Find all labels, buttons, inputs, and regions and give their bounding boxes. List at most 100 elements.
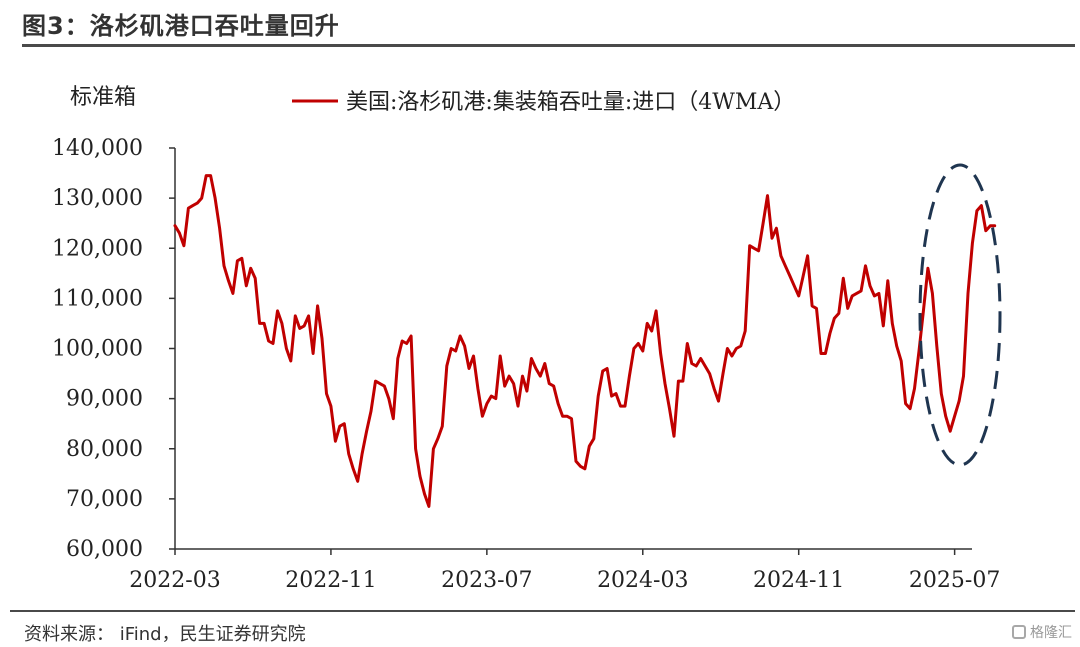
data-point xyxy=(851,295,853,297)
data-point xyxy=(811,305,813,307)
data-point xyxy=(245,285,247,287)
page-title: 图3：洛杉矶港口吞吐量回升 xyxy=(22,12,340,40)
data-point xyxy=(232,292,234,294)
data-point xyxy=(406,342,408,344)
data-point xyxy=(526,390,528,392)
y-tick-label: 140,000 xyxy=(52,136,143,161)
data-point xyxy=(575,460,577,462)
y-tick-label: 130,000 xyxy=(52,186,143,211)
logo-icon xyxy=(1012,625,1026,639)
data-point xyxy=(258,322,260,324)
data-point xyxy=(397,357,399,359)
data-point xyxy=(432,448,434,450)
data-point xyxy=(784,265,786,267)
data-point xyxy=(437,438,439,440)
data-point xyxy=(521,375,523,377)
data-point xyxy=(276,310,278,312)
data-point xyxy=(708,372,710,374)
data-point xyxy=(633,347,635,349)
data-point xyxy=(798,295,800,297)
data-point xyxy=(312,352,314,354)
data-point xyxy=(441,425,443,427)
data-point xyxy=(553,385,555,387)
data-point xyxy=(953,415,955,417)
data-point xyxy=(860,290,862,292)
data-point xyxy=(250,267,252,269)
y-axis-label: 标准箱 xyxy=(70,85,136,110)
data-point xyxy=(793,285,795,287)
data-point xyxy=(691,362,693,364)
data-point xyxy=(299,327,301,329)
data-point xyxy=(209,174,211,176)
watermark: 格隆汇 xyxy=(1012,622,1072,642)
data-point xyxy=(223,265,225,267)
data-point xyxy=(651,330,653,332)
data-point xyxy=(383,385,385,387)
x-tick-label: 2022-03 xyxy=(129,568,220,593)
data-point xyxy=(873,295,875,297)
data-point xyxy=(976,210,978,212)
data-point xyxy=(192,204,194,206)
data-point xyxy=(450,347,452,349)
data-point xyxy=(847,307,849,309)
data-point xyxy=(971,242,973,244)
data-point xyxy=(178,232,180,234)
data-point xyxy=(749,245,751,247)
data-point xyxy=(348,453,350,455)
data-point xyxy=(459,335,461,337)
data-point xyxy=(597,395,599,397)
data-point xyxy=(722,372,724,374)
data-point xyxy=(196,202,198,204)
data-point xyxy=(726,347,728,349)
y-tick-label: 110,000 xyxy=(52,286,143,311)
data-point xyxy=(374,380,376,382)
data-point xyxy=(704,365,706,367)
data-point xyxy=(994,225,996,227)
x-tick-label: 2024-03 xyxy=(597,568,688,593)
data-point xyxy=(290,360,292,362)
data-point xyxy=(949,430,951,432)
data-point xyxy=(922,310,924,312)
data-point xyxy=(303,325,305,327)
data-point xyxy=(744,330,746,332)
data-point xyxy=(713,387,715,389)
data-point xyxy=(401,340,403,342)
data-point xyxy=(463,345,465,347)
data-point xyxy=(913,387,915,389)
data-point xyxy=(428,505,430,507)
data-point xyxy=(980,204,982,206)
data-point xyxy=(512,382,514,384)
data-point xyxy=(664,382,666,384)
footer-divider xyxy=(10,610,1075,612)
data-point xyxy=(855,292,857,294)
data-point xyxy=(878,292,880,294)
data-point xyxy=(985,230,987,232)
data-point xyxy=(642,350,644,352)
data-point xyxy=(557,402,559,404)
data-point xyxy=(561,415,563,417)
x-tick-label: 2023-07 xyxy=(441,568,532,593)
data-point xyxy=(802,275,804,277)
data-point xyxy=(606,367,608,369)
data-point xyxy=(267,340,269,342)
data-point xyxy=(673,435,675,437)
source-note: 资料来源： iFind，民生证券研究院 xyxy=(24,624,306,645)
data-point xyxy=(904,402,906,404)
data-point xyxy=(833,317,835,319)
data-point xyxy=(936,345,938,347)
data-point xyxy=(517,405,519,407)
data-point xyxy=(539,375,541,377)
data-point xyxy=(365,430,367,432)
data-point xyxy=(579,465,581,467)
data-point xyxy=(806,255,808,257)
data-point xyxy=(869,285,871,287)
data-point xyxy=(619,405,621,407)
data-point xyxy=(602,370,604,372)
data-point xyxy=(334,440,336,442)
y-tick-label: 90,000 xyxy=(66,387,143,412)
data-point xyxy=(780,255,782,257)
highlight-ellipse xyxy=(918,163,1002,467)
data-point xyxy=(388,397,390,399)
data-point xyxy=(824,352,826,354)
data-point xyxy=(695,365,697,367)
